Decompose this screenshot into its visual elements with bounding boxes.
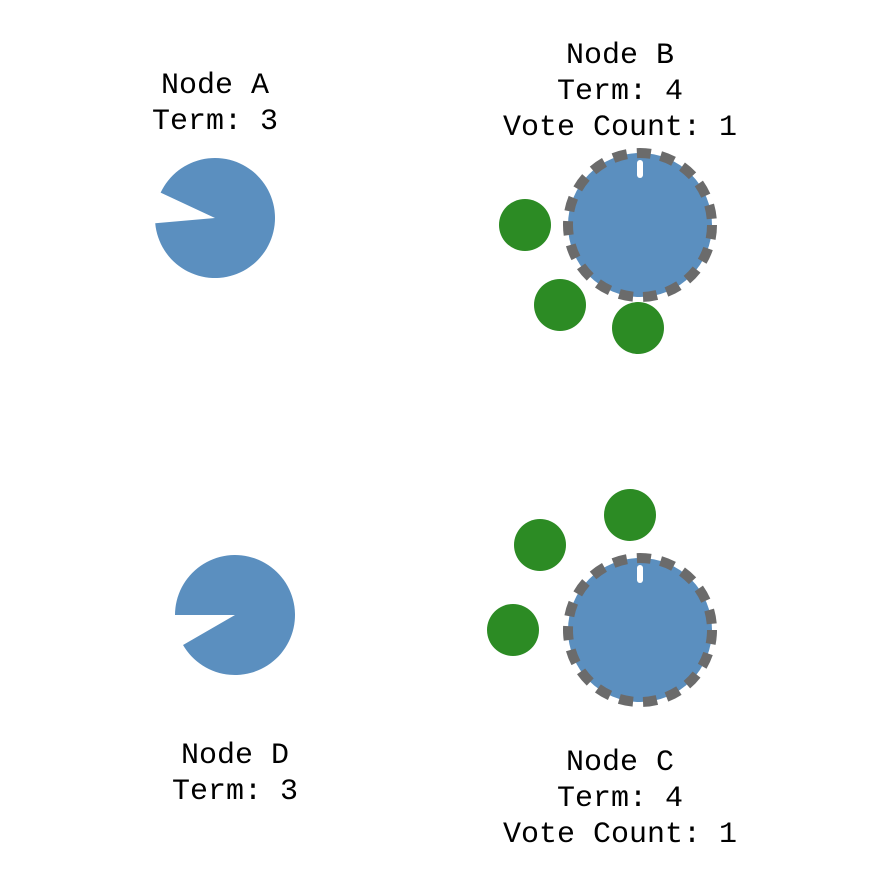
vote-dot-icon	[499, 199, 551, 251]
node-d-circle	[3, 383, 467, 847]
node-b-circle	[408, 0, 872, 457]
vote-dot-icon	[487, 604, 539, 656]
vote-dot-icon	[604, 489, 656, 541]
vote-dot-icon	[534, 279, 586, 331]
vote-dot-icon	[612, 302, 664, 354]
node-c-circle	[408, 398, 872, 862]
vote-dot-icon	[514, 519, 566, 571]
